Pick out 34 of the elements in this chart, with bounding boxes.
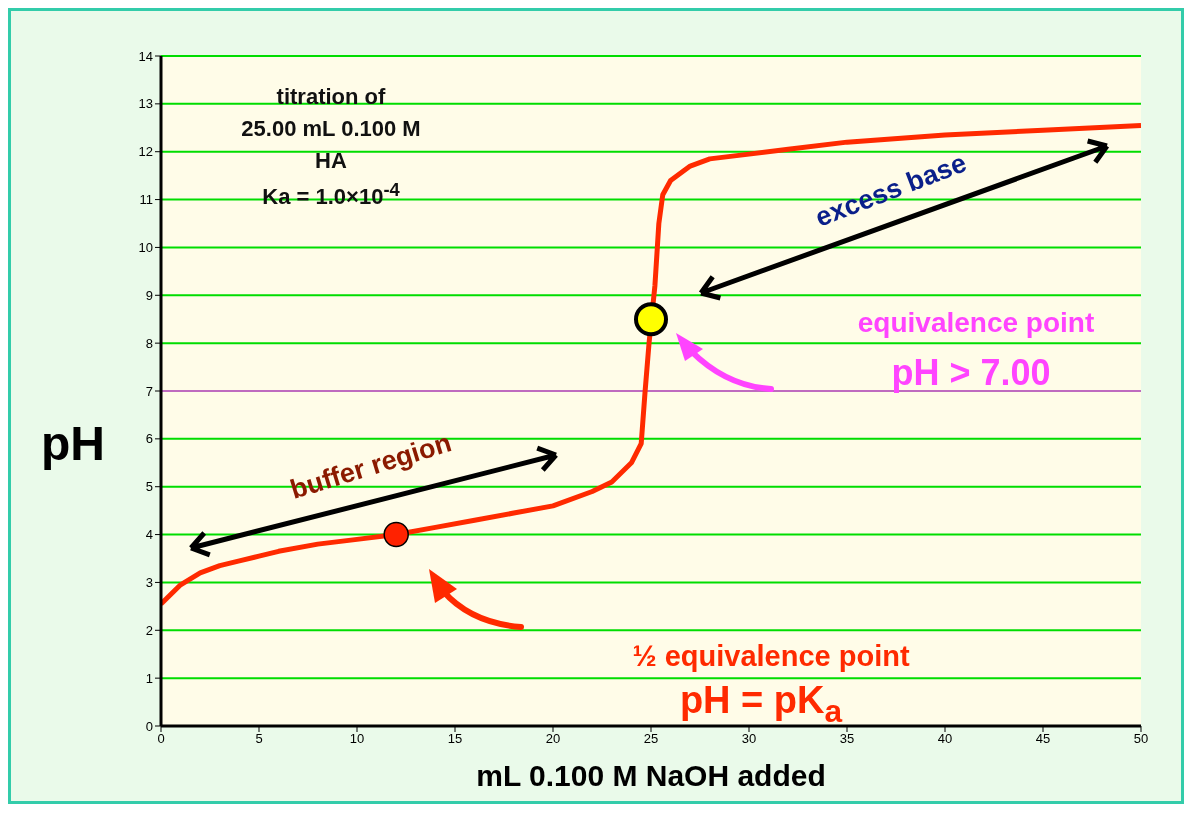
x-tick-label: 20 bbox=[545, 731, 561, 747]
x-tick-label: 30 bbox=[741, 731, 757, 747]
x-tick-label: 10 bbox=[349, 731, 365, 747]
y-tick-label: 8 bbox=[145, 335, 153, 351]
y-tick-label: 2 bbox=[145, 622, 153, 638]
annotation: pH > 7.00 bbox=[890, 351, 1052, 395]
annotation: ½ equivalence point bbox=[631, 639, 911, 674]
x-tick-label: 25 bbox=[643, 731, 659, 747]
x-tick-label: 50 bbox=[1133, 731, 1149, 747]
x-tick-label: 0 bbox=[157, 731, 165, 747]
y-tick-label: 10 bbox=[138, 240, 153, 256]
annotation: equivalence point bbox=[856, 306, 1096, 340]
y-tick-label: 5 bbox=[145, 479, 153, 495]
y-tick-label: 14 bbox=[138, 48, 153, 64]
annotation: pH = pK$_{a}$ bbox=[679, 679, 843, 729]
x-tick-label: 35 bbox=[839, 731, 855, 747]
y-tick-label: 9 bbox=[145, 287, 153, 303]
annotation: excess base bbox=[810, 146, 972, 235]
x-tick-label: 45 bbox=[1035, 731, 1051, 747]
y-tick-label: 13 bbox=[138, 96, 153, 112]
y-tick-label: 6 bbox=[145, 431, 153, 447]
x-tick-label: 15 bbox=[447, 731, 463, 747]
y-axis-title: pH bbox=[41, 416, 105, 471]
y-tick-label: 3 bbox=[145, 575, 153, 591]
x-axis-title: mL 0.100 M NaOH added bbox=[475, 759, 827, 793]
annotation: buffer region bbox=[285, 426, 456, 507]
x-tick-label: 40 bbox=[937, 731, 953, 747]
x-tick-label: 5 bbox=[255, 731, 263, 747]
y-tick-label: 0 bbox=[145, 718, 153, 734]
y-tick-label: 11 bbox=[139, 192, 153, 208]
y-tick-label: 7 bbox=[145, 383, 153, 399]
y-tick-label: 1 bbox=[145, 670, 153, 686]
y-tick-label: 12 bbox=[138, 144, 153, 160]
y-tick-label: 4 bbox=[145, 527, 153, 543]
